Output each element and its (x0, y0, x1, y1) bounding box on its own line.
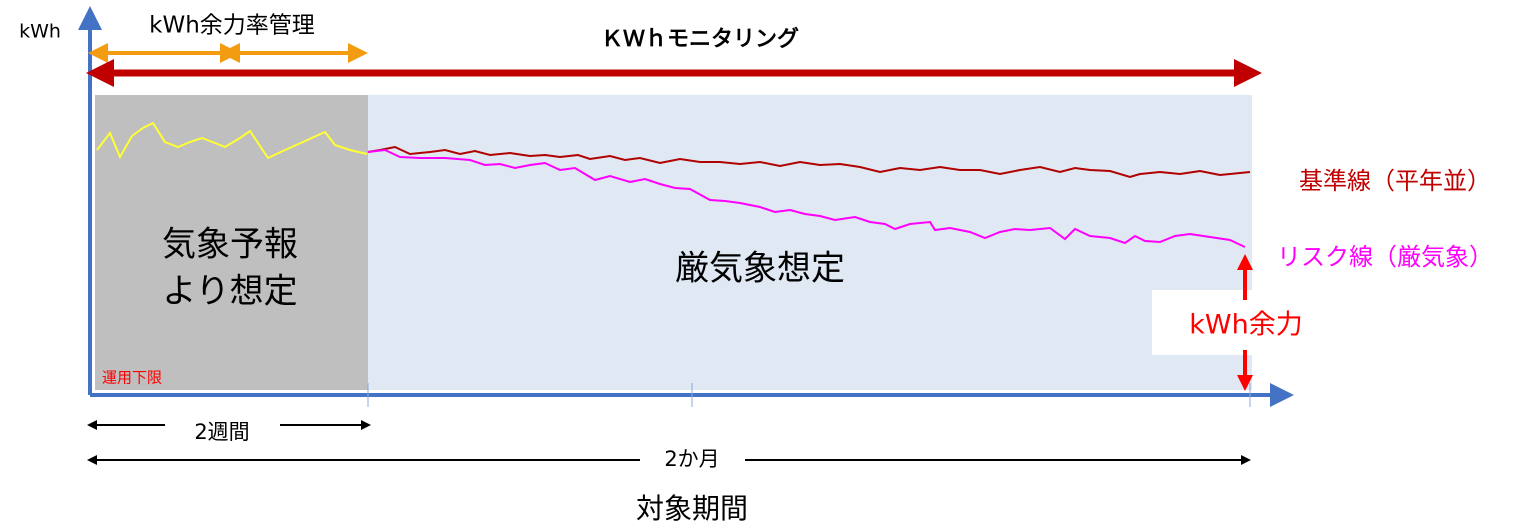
monitoring-label: ＫＷｈモニタリング (601, 26, 799, 52)
forecast-line (96, 121, 368, 160)
baseline-label: 基準線（平年並） (1299, 167, 1491, 195)
period-title: 対象期間 (636, 492, 748, 525)
region-label: より想定 (162, 272, 297, 312)
region-label: 気象予報 (162, 225, 298, 265)
period-label: 2か月 (664, 447, 719, 471)
baseline-line (367, 145, 1251, 179)
margin-label: kWh余力率管理 (149, 13, 315, 39)
period-label: 2週間 (194, 420, 249, 444)
severe-region (368, 95, 1252, 390)
lower-limit-label: 運用下限 (102, 369, 162, 387)
reserve-box (1152, 290, 1340, 355)
risk-line (367, 148, 1246, 248)
reserve-label: kWh余力 (1189, 310, 1302, 341)
y-axis-label: kWh (19, 21, 61, 43)
risk-label: リスク線（厳気象） (1277, 243, 1493, 271)
region-label: 厳気象想定 (675, 249, 845, 289)
